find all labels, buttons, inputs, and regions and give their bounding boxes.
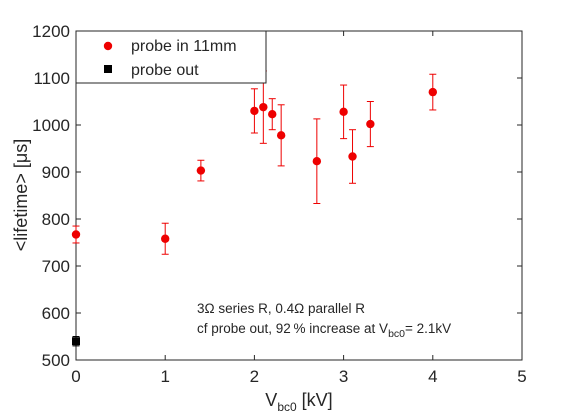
annotation-line-2-sub: bc0: [388, 328, 405, 340]
x-tick-label: 1: [160, 367, 169, 386]
x-axis-label-main: V: [265, 390, 277, 410]
data-point-square: [72, 337, 80, 346]
data-point: [276, 131, 286, 140]
annotation-line-2-suffix: = 2.1kV: [405, 321, 451, 336]
data-point: [312, 156, 322, 166]
data-point: [259, 102, 268, 112]
x-tick-label: 5: [517, 367, 526, 386]
x-axis-label-unit: [kV]: [297, 390, 333, 410]
y-axis-label: <lifetime> [μs]: [11, 139, 31, 251]
y-tick-label: 800: [42, 210, 70, 229]
y-tick-label: 600: [42, 304, 70, 323]
annotation-line-1: 3Ω series R, 0.4Ω parallel R: [197, 301, 365, 316]
data-point: [348, 152, 357, 161]
y-tick-label: 1000: [32, 116, 70, 135]
legend-label-probe-out: probe out: [131, 62, 199, 79]
legend-marker-probe-out: [104, 65, 112, 73]
annotation-line-2-prefix: cf probe out, 92 % increase at V: [197, 321, 388, 336]
y-tick-label: 900: [42, 163, 70, 182]
x-axis-label: Vbc0 [kV]: [265, 390, 332, 414]
data-point: [268, 109, 277, 119]
legend: probe in 11mm probe out: [75, 30, 267, 84]
plot-area: [75, 30, 523, 361]
x-tick-label: 4: [428, 367, 437, 386]
x-tick-label: 0: [71, 367, 80, 386]
axis-tick-labels: 0 1 2 3 4 5 500 600 700 800 900 1000 1100 1200: [32, 22, 527, 386]
data-point: [161, 234, 170, 243]
annotation-line-2: cf probe out, 92 % increase at Vbc0= 2.1…: [197, 321, 451, 340]
legend-label-probe-in: probe in 11mm: [131, 38, 237, 55]
y-tick-label: 700: [42, 257, 70, 276]
data-point: [71, 230, 81, 239]
data-point: [250, 106, 259, 116]
data-points: [71, 70, 437, 347]
x-axis-label-sub: bc0: [277, 400, 297, 414]
y-tick-label: 500: [42, 351, 70, 370]
data-point: [339, 107, 348, 117]
data-point: [366, 119, 375, 129]
y-tick-label: 1100: [33, 69, 70, 88]
x-tick-label: 3: [339, 367, 348, 386]
legend-box: [75, 30, 267, 84]
data-point: [196, 166, 206, 175]
data-point: [428, 87, 437, 97]
legend-marker-probe-in: [103, 41, 113, 51]
y-tick-label: 1200: [32, 22, 70, 41]
x-tick-label: 2: [250, 367, 259, 386]
